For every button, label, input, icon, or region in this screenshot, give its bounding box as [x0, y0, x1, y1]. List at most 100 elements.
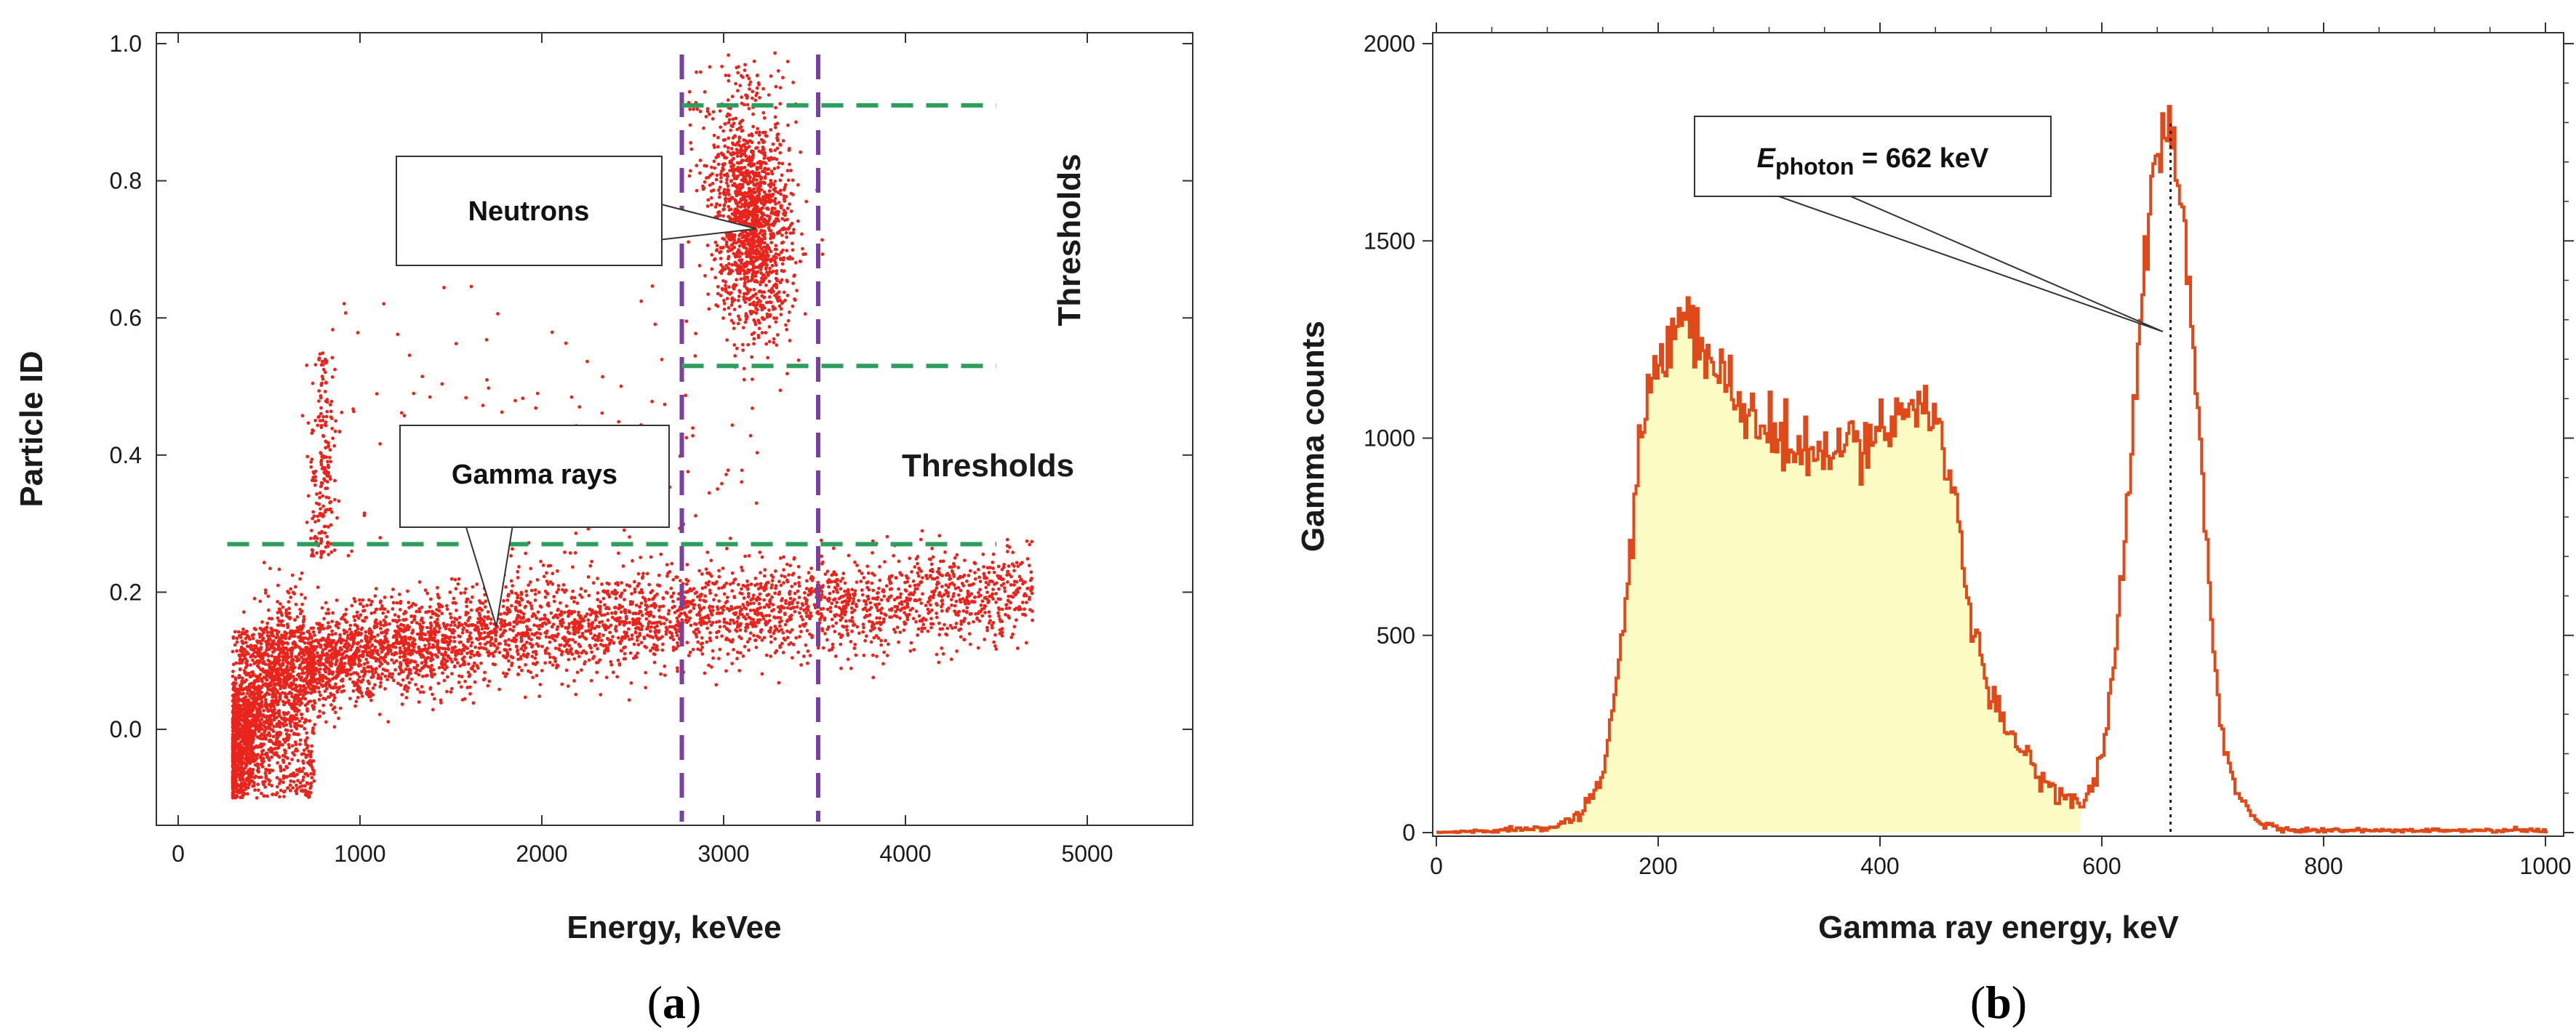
scatter-point: [435, 654, 439, 658]
scatter-point: [728, 622, 732, 626]
scatter-point: [895, 607, 900, 612]
scatter-point: [821, 584, 825, 588]
scatter-point: [567, 657, 571, 662]
scatter-point: [759, 606, 763, 609]
scatter-point: [603, 603, 607, 607]
scatter-point: [236, 748, 241, 752]
scatter-point: [440, 612, 444, 616]
scatter-point: [294, 684, 298, 687]
scatter-point: [385, 678, 389, 681]
scatter-point: [871, 550, 874, 555]
scatter-point: [476, 666, 480, 670]
scatter-point: [809, 566, 813, 570]
scatter-point: [711, 609, 715, 612]
scatter-point: [1031, 618, 1034, 622]
scatter-point: [332, 696, 337, 700]
scatter-point: [673, 611, 677, 614]
scatter-point: [613, 588, 617, 593]
scatter-point: [694, 628, 698, 632]
scatter-point: [502, 598, 505, 603]
scatter-point: [444, 639, 448, 644]
scatter-point: [951, 594, 955, 598]
scatter-point: [392, 678, 396, 683]
scatter-point: [420, 685, 424, 689]
scatter-point: [868, 601, 873, 605]
scatter-point: [840, 600, 844, 604]
scatter-point: [846, 633, 850, 637]
scatter-point: [895, 604, 900, 609]
scatter-point: [367, 646, 370, 650]
scatter-point: [694, 632, 698, 636]
scatter-point: [454, 587, 458, 591]
scatter-point: [839, 636, 843, 639]
scatter-point: [261, 748, 265, 753]
scatter-point: [1028, 597, 1031, 601]
scatter-point: [356, 686, 360, 689]
scatter-point: [279, 602, 282, 606]
scatter-point: [423, 633, 428, 637]
scatter-point: [325, 652, 329, 655]
scatter-point: [344, 607, 348, 612]
scatter-point: [517, 565, 521, 569]
scatter-point: [799, 630, 803, 633]
scatter-point: [390, 595, 393, 599]
scatter-point: [350, 604, 354, 608]
scatter-point: [348, 677, 352, 681]
scatter-point: [610, 615, 615, 620]
scatter-point: [371, 675, 375, 679]
scatter-point: [797, 611, 801, 615]
scatter-point: [930, 546, 934, 550]
scatter-point: [593, 644, 597, 648]
scatter-point: [1006, 598, 1010, 603]
scatter-point: [991, 580, 994, 584]
scatter-point: [850, 616, 855, 620]
scatter-point: [930, 567, 935, 572]
scatter-point: [748, 601, 753, 606]
scatter-point: [716, 630, 721, 633]
scatter-point: [472, 653, 476, 657]
scatter-point: [385, 652, 390, 656]
scatter-point: [919, 537, 923, 542]
scatter-point: [661, 604, 665, 608]
scatter-point: [269, 705, 273, 709]
scatter-point: [665, 574, 669, 578]
scatter-point: [361, 678, 365, 682]
scatter-point: [361, 604, 366, 609]
scatter-point: [378, 638, 383, 643]
scatter-point: [281, 623, 286, 628]
scatter-point: [767, 619, 772, 622]
scatter-point: [1009, 636, 1014, 639]
scatter-point: [775, 649, 779, 653]
scatter-point: [371, 652, 375, 656]
scatter-point: [761, 617, 766, 621]
scatter-point: [985, 590, 989, 594]
scatter-point: [663, 664, 667, 668]
scatter-point: [475, 652, 479, 656]
scatter-point: [730, 589, 735, 593]
scatter-point: [465, 630, 469, 633]
scatter-point: [342, 628, 346, 633]
scatter-point: [993, 644, 997, 648]
scatter-point: [956, 566, 961, 569]
scatter-point: [703, 594, 708, 598]
scatter-point: [849, 619, 854, 623]
scatter-point: [732, 648, 735, 652]
scatter-point: [453, 617, 457, 621]
scatter-point: [914, 557, 919, 561]
scatter-point: [416, 687, 420, 692]
scatter-point: [552, 599, 556, 604]
scatter-point: [397, 633, 401, 637]
scatter-point: [353, 623, 357, 627]
scatter-point: [599, 600, 603, 604]
scatter-point: [703, 599, 707, 604]
scatter-point: [494, 637, 497, 641]
scatter-point: [234, 787, 239, 790]
scatter-point: [580, 596, 584, 599]
scatter-point: [432, 697, 436, 701]
scatter-point: [905, 604, 909, 607]
scatter-point: [940, 594, 944, 598]
scatter-point: [352, 614, 356, 619]
scatter-point: [862, 625, 865, 630]
scatter-point: [1007, 606, 1012, 610]
scatter-point: [516, 652, 520, 657]
